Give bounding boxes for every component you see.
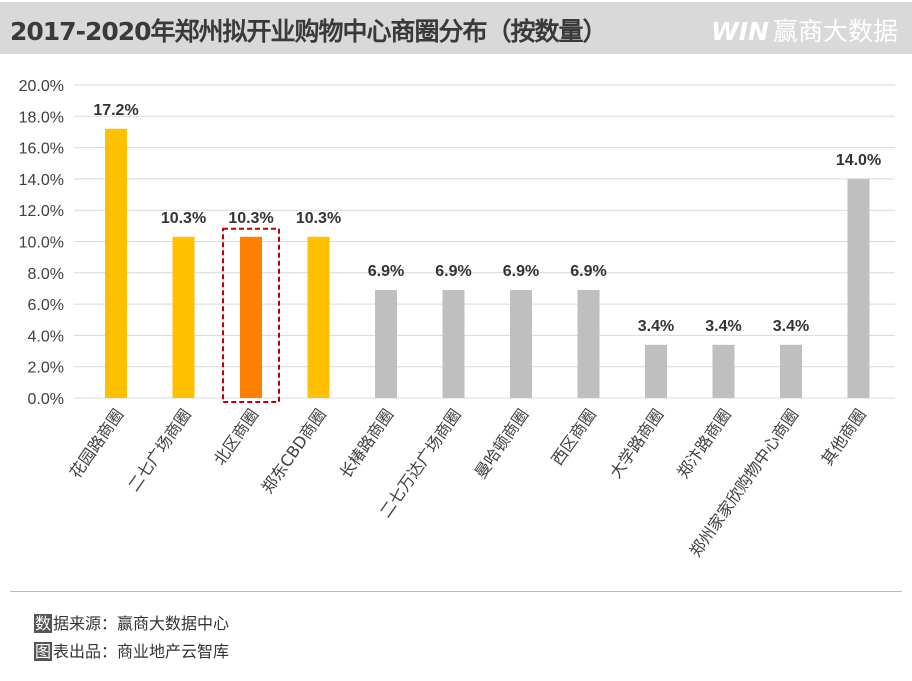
data-label: 3.4% (773, 318, 809, 335)
bar (307, 236, 330, 398)
y-tick-label: 4.0% (28, 328, 64, 345)
bar (240, 236, 262, 398)
credit-line: 图表出品：商业地产云智库 (34, 638, 229, 662)
credit-tag: 图 (34, 642, 53, 661)
y-tick-label: 20.0% (19, 78, 64, 95)
source-tag: 数 (34, 614, 53, 633)
footer-divider (10, 591, 902, 592)
y-tick-label: 12.0% (19, 203, 64, 220)
bar-chart: 0.0% 2.0% 4.0% 6.0% 8.0% 10.0% 12.0% 14.0% 16.0%… (19, 78, 895, 560)
y-tick-label: 2.0% (28, 360, 64, 377)
data-label: 6.9% (570, 263, 606, 280)
source-line: 数据来源：赢商大数据中心 (34, 610, 229, 634)
y-tick-label: 14.0% (19, 172, 64, 189)
x-tick-label: 郑汴路商圈 (673, 405, 734, 481)
x-tick-label: 郑东CBD商圈 (258, 405, 330, 497)
data-label: 6.9% (368, 263, 404, 280)
y-tick-label: 16.0% (19, 141, 64, 158)
data-label: 3.4% (638, 318, 674, 335)
credit-text: 表出品：商业地产云智库 (53, 642, 230, 661)
y-tick-label: 10.0% (19, 235, 64, 252)
bar (780, 344, 802, 398)
brand-logo: WIN 赢商大数据 (711, 12, 898, 48)
data-label: 14.0% (836, 152, 881, 169)
bar (442, 290, 465, 398)
data-label: 10.3% (228, 210, 273, 227)
x-tick-label: 长椿路商圈 (336, 405, 397, 481)
bar (577, 290, 600, 398)
data-label: 6.9% (503, 263, 539, 280)
x-tick-label: 其他商圈 (817, 405, 869, 468)
chart-title: 2017-2020年郑州拟开业购物中心商圈分布（按数量） (10, 17, 608, 46)
y-tick-label: 18.0% (19, 109, 64, 126)
data-label: 17.2% (93, 102, 138, 119)
x-tick-label: 北区商圈 (210, 405, 262, 468)
bar (172, 236, 195, 398)
bar (510, 290, 532, 398)
y-tick-label: 0.0% (28, 391, 64, 408)
logo-text: 赢商大数据 (772, 17, 898, 46)
bar (847, 178, 870, 398)
y-tick-label: 8.0% (28, 266, 64, 283)
x-tick-label: 二七广场商圈 (124, 405, 195, 495)
data-label: 6.9% (435, 263, 471, 280)
x-tick-label: 曼哈顿商圈 (471, 405, 532, 481)
bar (712, 344, 735, 398)
title-bar: 2017-2020年郑州拟开业购物中心商圈分布（按数量） WIN 赢商大数据 (0, 2, 912, 54)
data-label: 10.3% (161, 210, 206, 227)
bar (375, 290, 397, 398)
highlight-box (222, 227, 280, 403)
source-text: 据来源：赢商大数据中心 (53, 614, 230, 633)
y-tick-label: 6.0% (28, 297, 64, 314)
data-label: 3.4% (705, 318, 741, 335)
bar (645, 344, 667, 398)
x-tick-label: 大学路商圈 (606, 405, 667, 481)
bar (105, 128, 127, 398)
logo-mark: WIN (711, 17, 769, 46)
x-tick-label: 花园路商圈 (66, 405, 127, 481)
x-tick-label: 西区商圈 (547, 405, 599, 468)
data-label: 10.3% (296, 210, 341, 227)
